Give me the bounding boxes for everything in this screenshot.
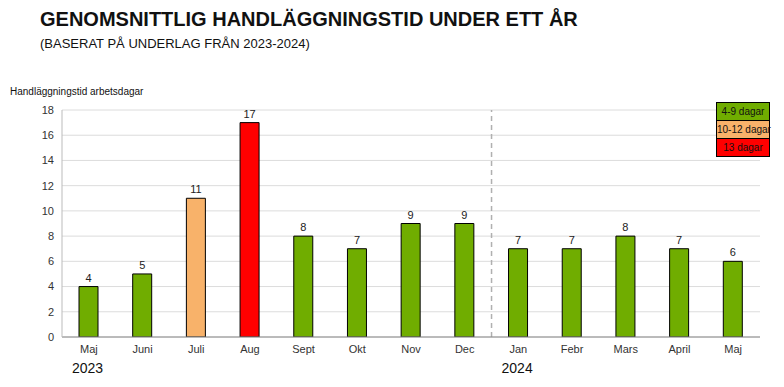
- svg-text:4: 4: [48, 280, 54, 292]
- svg-text:Dec: Dec: [455, 343, 475, 355]
- svg-text:9: 9: [408, 209, 414, 221]
- html-text:10-12 dagar: 10-12 dagar: [717, 124, 771, 135]
- svg-text:11: 11: [190, 183, 201, 195]
- svg-text:Maj: Maj: [724, 343, 742, 355]
- svg-text:17: 17: [243, 108, 255, 120]
- svg-text:6: 6: [730, 246, 736, 258]
- svg-text:Nov: Nov: [401, 343, 421, 355]
- svg-text:8: 8: [48, 230, 54, 242]
- svg-text:0: 0: [48, 331, 54, 343]
- svg-text:6: 6: [48, 255, 54, 267]
- svg-text:Okt: Okt: [349, 343, 366, 355]
- svg-text:7: 7: [676, 234, 682, 246]
- html-text:2024: 2024: [501, 360, 533, 376]
- html-text:4-9 dagar: 4-9 dagar: [721, 106, 765, 117]
- svg-text:8: 8: [300, 221, 306, 233]
- svg-text:16: 16: [42, 129, 54, 141]
- html-text:13 dagar: 13 dagar: [723, 142, 763, 153]
- html-text:2023: 2023: [72, 360, 104, 376]
- svg-text:2: 2: [48, 306, 54, 318]
- svg-text:14: 14: [42, 154, 54, 166]
- html-text:(BASERAT PÅ UNDERLAG FRÅN 2023: (BASERAT PÅ UNDERLAG FRÅN 2023-2024): [40, 36, 310, 51]
- svg-text:9: 9: [461, 209, 467, 221]
- svg-text:12: 12: [42, 180, 54, 192]
- svg-text:8: 8: [622, 221, 628, 233]
- svg-text:5: 5: [139, 259, 145, 271]
- html-text:GENOMSNITTLIG HANDLÄGGNINGSTID: GENOMSNITTLIG HANDLÄGGNINGSTID UNDER ETT…: [40, 8, 578, 30]
- svg-text:4: 4: [85, 272, 91, 284]
- svg-text:Febr: Febr: [561, 343, 584, 355]
- svg-text:Sept: Sept: [292, 343, 315, 355]
- svg-text:April: April: [668, 343, 690, 355]
- svg-text:Maj: Maj: [80, 343, 98, 355]
- svg-text:7: 7: [354, 234, 360, 246]
- svg-text:Jan: Jan: [510, 343, 528, 355]
- svg-text:7: 7: [569, 234, 575, 246]
- svg-text:Juli: Juli: [188, 343, 205, 355]
- svg-text:7: 7: [515, 234, 521, 246]
- svg-text:Juni: Juni: [132, 343, 152, 355]
- svg-text:18: 18: [42, 104, 54, 116]
- svg-text:Mars: Mars: [614, 343, 639, 355]
- svg-text:10: 10: [42, 205, 54, 217]
- svg-text:Aug: Aug: [240, 343, 260, 355]
- html-text:Handläggningstid arbetsdagar: Handläggningstid arbetsdagar: [10, 86, 144, 97]
